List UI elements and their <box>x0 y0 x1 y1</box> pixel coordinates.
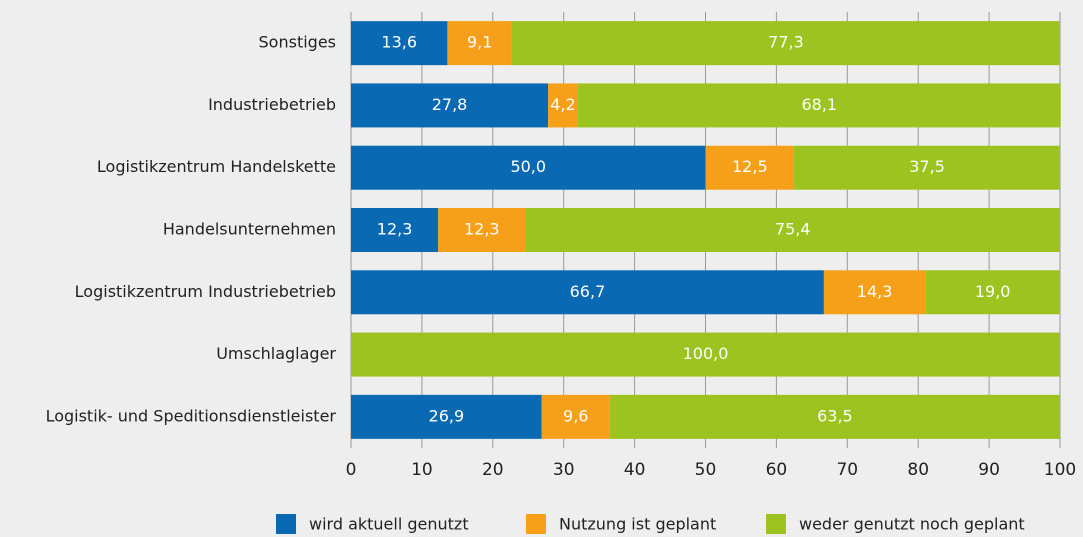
legend-label: Nutzung ist geplant <box>559 515 716 534</box>
bar-segment <box>351 332 1060 377</box>
legend-swatch <box>766 514 786 534</box>
value-label: 14,3 <box>857 282 893 301</box>
x-tick-label: 40 <box>624 460 646 480</box>
bar-segment <box>351 145 706 190</box>
value-label: 63,5 <box>817 406 853 425</box>
legend-swatch <box>276 514 296 534</box>
bar-segment <box>438 208 526 252</box>
bar-segment <box>794 145 1060 190</box>
x-tick-label: 30 <box>553 460 575 480</box>
bar-segment <box>577 83 1061 128</box>
x-tick-label: 100 <box>1044 460 1076 480</box>
bar-segment <box>447 21 512 66</box>
bar-segment <box>705 145 795 190</box>
legend-label: wird aktuell genutzt <box>309 515 469 534</box>
bar-segment <box>351 270 824 315</box>
x-tick-label: 80 <box>907 460 929 480</box>
value-label: 100,0 <box>683 344 729 363</box>
legend-swatch <box>526 514 546 534</box>
value-label: 77,3 <box>768 33 804 52</box>
bar-segment <box>548 83 578 128</box>
x-tick-label: 50 <box>695 460 717 480</box>
value-label: 19,0 <box>975 282 1011 301</box>
y-tick-label: Logistik- und Speditionsdienstleister <box>46 406 337 425</box>
value-label: 9,6 <box>563 406 588 425</box>
value-label: 12,5 <box>732 157 768 176</box>
x-tick-label: 10 <box>411 460 433 480</box>
bar-segment <box>525 208 1060 252</box>
value-label: 12,3 <box>464 220 500 239</box>
value-label: 27,8 <box>432 95 468 114</box>
value-label: 37,5 <box>909 157 945 176</box>
bar-segment <box>351 394 542 439</box>
x-tick-label: 60 <box>766 460 788 480</box>
y-tick-label: Logistikzentrum Industriebetrieb <box>75 282 336 301</box>
bar-segment <box>925 270 1060 315</box>
value-label: 13,6 <box>381 33 417 52</box>
x-tick-label: 70 <box>836 460 858 480</box>
y-tick-label: Handelsunternehmen <box>163 220 336 239</box>
value-label: 9,1 <box>467 33 492 52</box>
bar-segment <box>609 394 1060 439</box>
x-tick-label: 90 <box>978 460 1000 480</box>
value-label: 4,2 <box>550 95 575 114</box>
bar-segment <box>351 21 448 66</box>
value-label: 50,0 <box>510 157 546 176</box>
x-tick-label: 0 <box>346 460 357 480</box>
legend-label: weder genutzt noch geplant <box>799 515 1025 534</box>
bar-segment <box>511 21 1060 66</box>
bar-segment <box>541 394 610 439</box>
bar-segment <box>351 208 439 252</box>
value-label: 68,1 <box>801 95 837 114</box>
value-label: 26,9 <box>429 406 465 425</box>
bar-segment <box>351 83 549 128</box>
value-label: 12,3 <box>377 220 413 239</box>
y-tick-label: Sonstiges <box>259 33 336 52</box>
y-tick-label: Logistikzentrum Handelskette <box>97 157 336 176</box>
value-label: 75,4 <box>775 220 811 239</box>
x-tick-label: 20 <box>482 460 504 480</box>
y-tick-label: Industriebetrieb <box>208 95 336 114</box>
value-label: 66,7 <box>570 282 606 301</box>
bar-segment <box>823 270 926 315</box>
y-tick-label: Umschlaglager <box>216 344 336 363</box>
